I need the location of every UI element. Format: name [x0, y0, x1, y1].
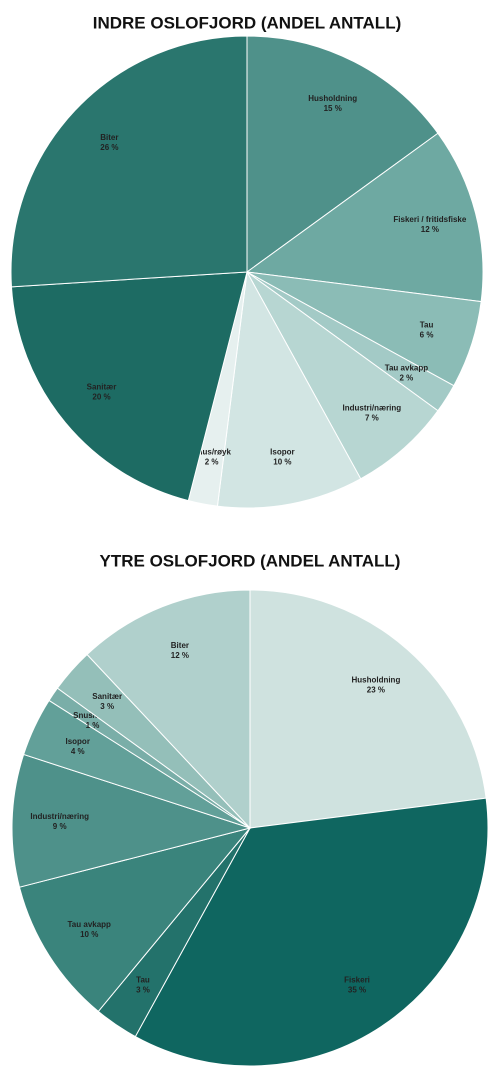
- slice-label: Biter: [171, 641, 189, 650]
- slice-label: Husholdning: [308, 94, 357, 103]
- slice-value-label: 12 %: [421, 225, 439, 234]
- slice-label: Industri/næring: [343, 404, 402, 413]
- slice-value-label: 2 %: [205, 458, 219, 467]
- slice-label: Biter: [100, 133, 118, 142]
- slice-value-label: 6 %: [420, 330, 434, 339]
- slice-label: Sanitær: [92, 692, 122, 701]
- slice-label: Tau avkapp: [68, 920, 112, 929]
- slice-value-label: 10 %: [273, 458, 291, 467]
- slice-value-label: 9 %: [53, 822, 67, 831]
- slice-label: Fiskeri / fritidsfiske: [393, 215, 466, 224]
- slice-value-label: 23 %: [367, 685, 385, 694]
- slice-label: Snus/røyk: [192, 448, 231, 457]
- slice-value-label: 10 %: [80, 930, 98, 939]
- slice-label: Industri/næring: [30, 812, 89, 821]
- slice-label: Snus/røyk: [73, 711, 112, 720]
- slice-value-label: 4 %: [71, 747, 85, 756]
- slice-label: Fiskeri: [344, 976, 370, 985]
- slice-value-label: 7 %: [365, 414, 379, 423]
- slice-label: Isopor: [270, 448, 294, 457]
- slice-value-label: 2 %: [400, 373, 414, 382]
- slice-value-label: 26 %: [100, 143, 118, 152]
- slice-value-label: 3 %: [136, 986, 150, 995]
- pie-slice: [245, 132, 484, 303]
- slice-label: Tau avkapp: [385, 363, 429, 372]
- pie-slice: [216, 270, 362, 509]
- pie-slice: [86, 589, 251, 830]
- slice-label: Tau: [136, 976, 150, 985]
- slice-value-label: 15 %: [324, 104, 342, 113]
- slice-label: Isopor: [65, 737, 89, 746]
- slice-value-label: 20 %: [92, 392, 110, 401]
- chart-title: YTRE OSLOFJORD (ANDEL ANTALL): [100, 551, 401, 570]
- pie-slice: [246, 35, 439, 273]
- pie-slice: [246, 271, 439, 480]
- chart-title: INDRE OSLOFJORD (ANDEL ANTALL): [93, 13, 402, 32]
- pie-slice: [134, 797, 489, 1066]
- slice-value-label: 35 %: [348, 986, 366, 995]
- slice-label: Tau: [420, 320, 434, 329]
- pie-slice: [249, 589, 487, 829]
- slice-value-label: 12 %: [171, 651, 189, 660]
- slice-label: Husholdning: [351, 675, 400, 684]
- pie-slice: [18, 827, 252, 1013]
- pie-slice: [11, 753, 252, 888]
- slice-label: Sanitær: [87, 382, 117, 391]
- pie-slice: [10, 35, 248, 288]
- pie-slice: [10, 271, 248, 502]
- slice-value-label: 1 %: [86, 721, 100, 730]
- slice-value-label: 3 %: [100, 702, 114, 711]
